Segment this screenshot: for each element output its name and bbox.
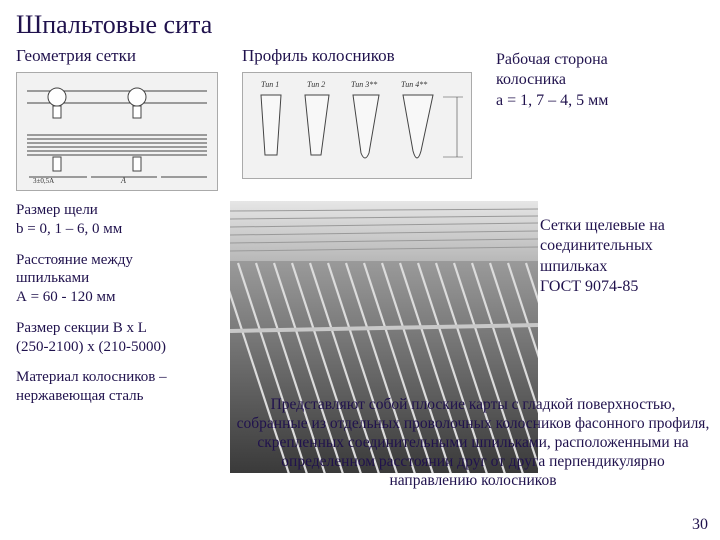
spec-material: Материал колосников – нержавеющая сталь (16, 368, 216, 406)
working-side-text: Рабочая сторона колосника а = 1, 7 – 4, … (496, 50, 608, 111)
geometry-column: Геометрия сетки (16, 46, 218, 191)
description-paragraph: Представляют собой плоские карты с гладк… (236, 396, 710, 491)
gost-text: Сетки щелевые на соединительных шпильках… (540, 216, 710, 298)
working-side-l2: колосника (496, 70, 608, 90)
specs-column: Размер щели b = 0, 1 – 6, 0 мм Расстояни… (16, 201, 216, 473)
spec-distance: Расстояние между шпильками А = 60 - 120 … (16, 251, 216, 307)
svg-text:A: A (120, 176, 126, 185)
svg-text:3±0,5A: 3±0,5A (33, 177, 54, 185)
page-number: 30 (692, 516, 708, 534)
spec-section: Размер секции B x L (250-2100) x (210-50… (16, 319, 216, 357)
spec-slot: Размер щели b = 0, 1 – 6, 0 мм (16, 201, 216, 239)
profile-label-1: Тип 1 (261, 80, 279, 89)
profile-label-2: Тип 2 (307, 80, 325, 89)
page-title: Шпальтовые сита (16, 10, 704, 40)
working-side-l1: Рабочая сторона (496, 50, 608, 70)
working-side-l3: а = 1, 7 – 4, 5 мм (496, 91, 608, 111)
profile-column: Профиль колосников Тип 1 Тип 2 Тип 3 (242, 46, 472, 179)
heading-geometry: Геометрия сетки (16, 46, 218, 66)
profile-diagram: Тип 1 Тип 2 Тип 3** Тип 4** (242, 72, 472, 179)
top-row: Геометрия сетки (16, 46, 704, 191)
profile-label-3: Тип 3** (351, 80, 377, 89)
heading-profile: Профиль колосников (242, 46, 472, 66)
profile-label-4: Тип 4** (401, 80, 427, 89)
geometry-diagram: 3±0,5A A (16, 72, 218, 191)
